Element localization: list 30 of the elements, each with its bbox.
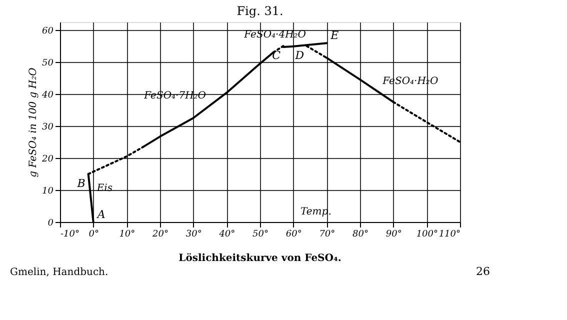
- x-tick-label: 90°: [386, 230, 402, 240]
- x-tick-label: 30°: [186, 230, 202, 240]
- text: Gmelin, Handbuch.: [10, 267, 108, 278]
- x-tick-label: -10°: [60, 230, 80, 240]
- y-tick-label: 10: [42, 186, 54, 196]
- x-tick-label: 70°: [319, 230, 336, 240]
- x-tick-label: 10°: [119, 230, 136, 240]
- x-tick-label: 100°: [416, 230, 438, 240]
- y-axis-title: g FeSO₄ in 100 g H₂O: [28, 68, 40, 178]
- x-tick-label: 110°: [438, 230, 460, 240]
- annotation: E: [330, 29, 339, 42]
- y-tick-label: 50: [42, 58, 54, 68]
- y-tick-label: 20: [41, 154, 54, 164]
- annotation: C: [272, 49, 282, 62]
- y-tick-label: 30: [42, 122, 54, 132]
- annotation: D: [294, 49, 304, 62]
- annotation: A: [96, 208, 106, 221]
- annotation: B: [76, 177, 86, 190]
- x-tick-label: 60°: [286, 230, 302, 240]
- y-tick-label: 60: [42, 26, 54, 36]
- x-tick-label: 80°: [352, 230, 368, 240]
- text: 26: [476, 265, 490, 278]
- x-tick-label: 40°: [218, 230, 236, 240]
- x-tick-label: 50°: [252, 230, 268, 240]
- chart-title: Fig. 31.: [236, 4, 284, 18]
- x-tick-label: 0°: [88, 230, 99, 240]
- y-tick-label: 0: [48, 218, 54, 228]
- x-tick-label: 20°: [152, 230, 168, 240]
- text: Löslichkeitskurve von FeSO₄.: [178, 253, 342, 264]
- y-tick-label: 40: [41, 90, 54, 100]
